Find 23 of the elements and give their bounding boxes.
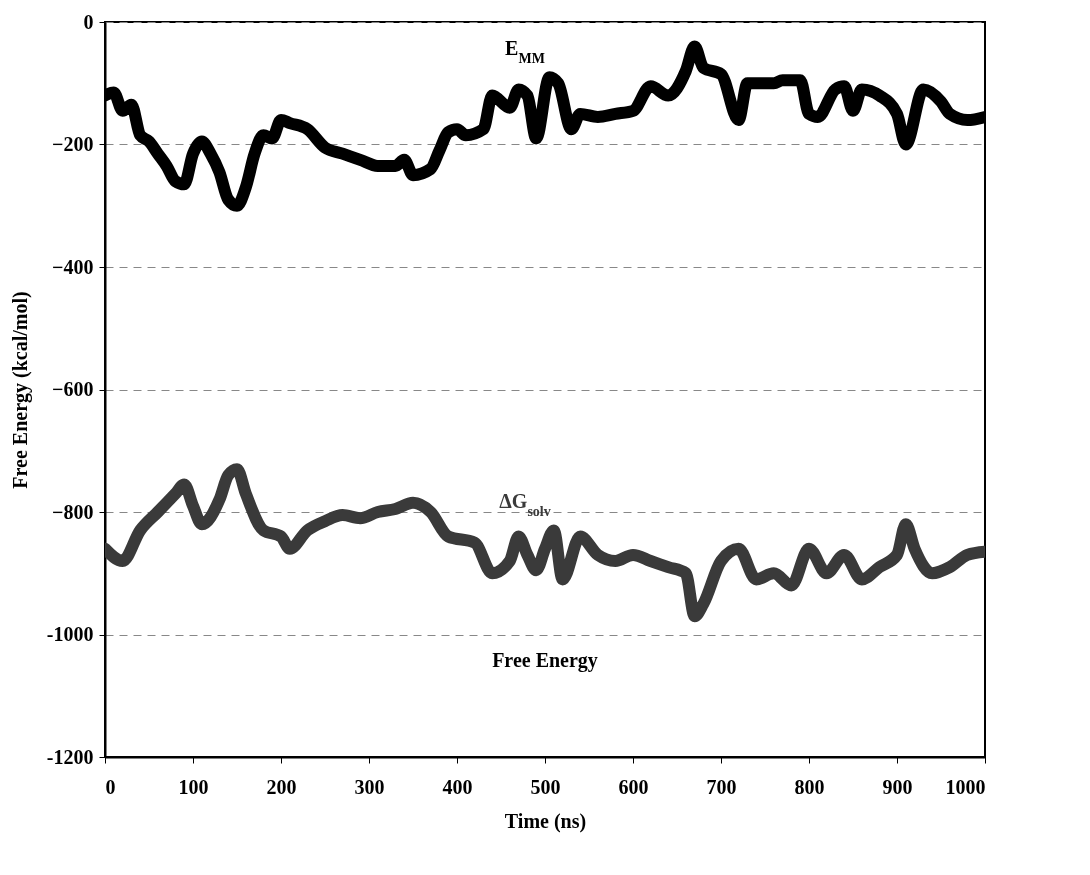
y-tick-label: −400	[52, 255, 94, 278]
x-axis-title: Time (ns)	[504, 809, 587, 833]
y-tick-label: 0	[83, 10, 94, 33]
y-tick-label: −600	[52, 378, 94, 400]
x-tick-label: 200	[266, 775, 297, 798]
x-tick-label: 600	[618, 775, 649, 798]
y-tick-label: −800	[52, 500, 94, 523]
x-tick-label: 0	[105, 775, 116, 798]
y-tick-label: -1200	[46, 745, 94, 768]
x-tick-label: 500	[530, 775, 561, 798]
series-label: E$_{MM}$	[505, 37, 545, 66]
x-tick-label: 1000	[945, 775, 986, 798]
x-tick-label: 100	[178, 775, 209, 798]
x-tick-label: 700	[706, 775, 737, 798]
y-tick-label: −200	[52, 133, 94, 155]
x-tick-label: 300	[354, 775, 385, 798]
x-tick-label: 800	[794, 775, 825, 798]
x-tick-label: 400	[442, 775, 473, 798]
x-tick-label: 900	[882, 775, 913, 798]
series-label: ΔG$_{solv}$	[499, 490, 551, 519]
y-tick-label: -1000	[46, 623, 94, 645]
annotation: Free Energy	[492, 649, 598, 673]
y-axis-title: Free Energy (kcal/mol)	[8, 291, 32, 489]
